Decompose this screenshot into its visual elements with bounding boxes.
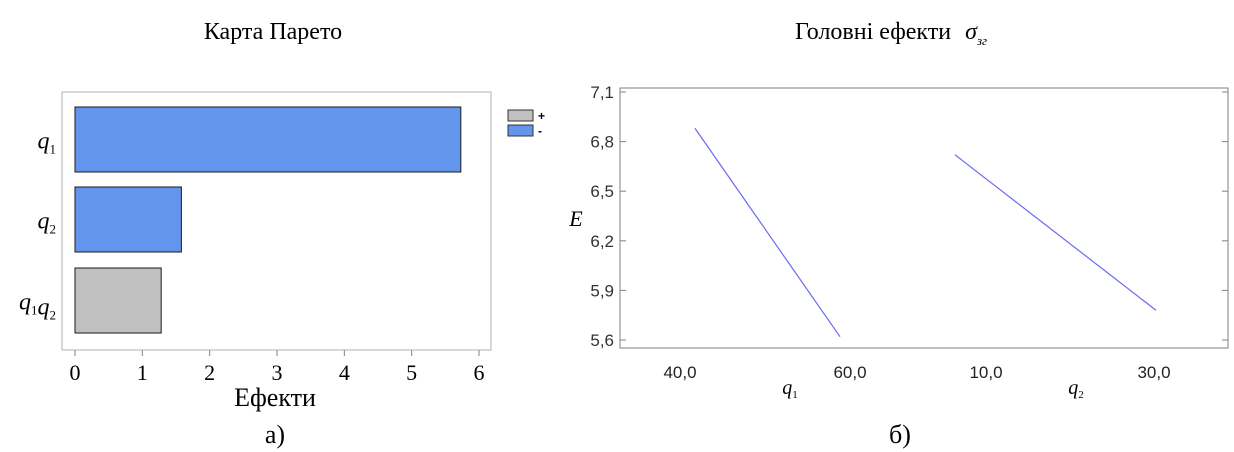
pareto-x-tick-label: 2 [204, 360, 215, 385]
main-effects-chart: Головні ефекти σзг 5,6 5,9 6,2 6,5 6,8 7,1 40… [568, 19, 1229, 449]
pareto-category-label-2: q2 [38, 209, 57, 237]
pareto-x-tick-label: 1 [137, 360, 148, 385]
effects-y-tick-label: 6,5 [590, 182, 614, 201]
effects-plot-frame [619, 87, 1229, 349]
pareto-bar-1 [74, 106, 462, 173]
title-sigma-symbol: σ [965, 19, 978, 45]
factor-1-name: q1 [782, 377, 798, 401]
pareto-x-tick-label: 0 [70, 360, 81, 385]
factor-2-low-label: 10,0 [969, 363, 1002, 382]
pareto-bar-3 [74, 267, 162, 334]
pareto-category-label-3: q1q2 [19, 290, 56, 323]
effects-y-tick-label: 7,1 [590, 83, 614, 102]
effects-y-tick-label: 6,2 [590, 232, 614, 251]
factor-1-low-label: 40,0 [663, 363, 696, 382]
pareto-title: Карта Парето [204, 19, 342, 45]
factor-2-name: q2 [1068, 377, 1084, 401]
pareto-x-tick-label: 3 [272, 360, 283, 385]
pareto-legend: +- [507, 109, 545, 138]
factor-2-high-label: 30,0 [1137, 363, 1170, 382]
pareto-x-axis-label: Ефекти [234, 383, 316, 412]
effects-y-tick-label: 5,6 [590, 331, 614, 350]
pareto-x-tick-label: 6 [474, 360, 485, 385]
effects-y-axis-label: E [568, 206, 583, 231]
panel-label-b: б) [889, 420, 911, 449]
legend-swatch-plus [507, 109, 534, 122]
effects-y-tick-label: 6,8 [590, 133, 614, 152]
panel-label-a: а) [265, 420, 285, 449]
factor-1-high-label: 60,0 [833, 363, 866, 382]
main-effect-line-2 [954, 154, 1157, 311]
pareto-x-tick-label: 4 [339, 360, 350, 385]
pareto-category-label-1: q1 [38, 129, 57, 157]
pareto-bar-2 [74, 186, 182, 253]
effects-y-tick-label: 5,9 [590, 281, 614, 300]
legend-swatch-minus [507, 124, 534, 137]
title-sigma-subscript: зг [976, 33, 987, 48]
legend-label-minus: - [538, 124, 542, 138]
main-effect-line-1 [694, 128, 841, 338]
legend-label-plus: + [538, 109, 545, 123]
effects-title: Головні ефекти σзг [795, 19, 987, 48]
pareto-x-tick-label: 5 [406, 360, 417, 385]
